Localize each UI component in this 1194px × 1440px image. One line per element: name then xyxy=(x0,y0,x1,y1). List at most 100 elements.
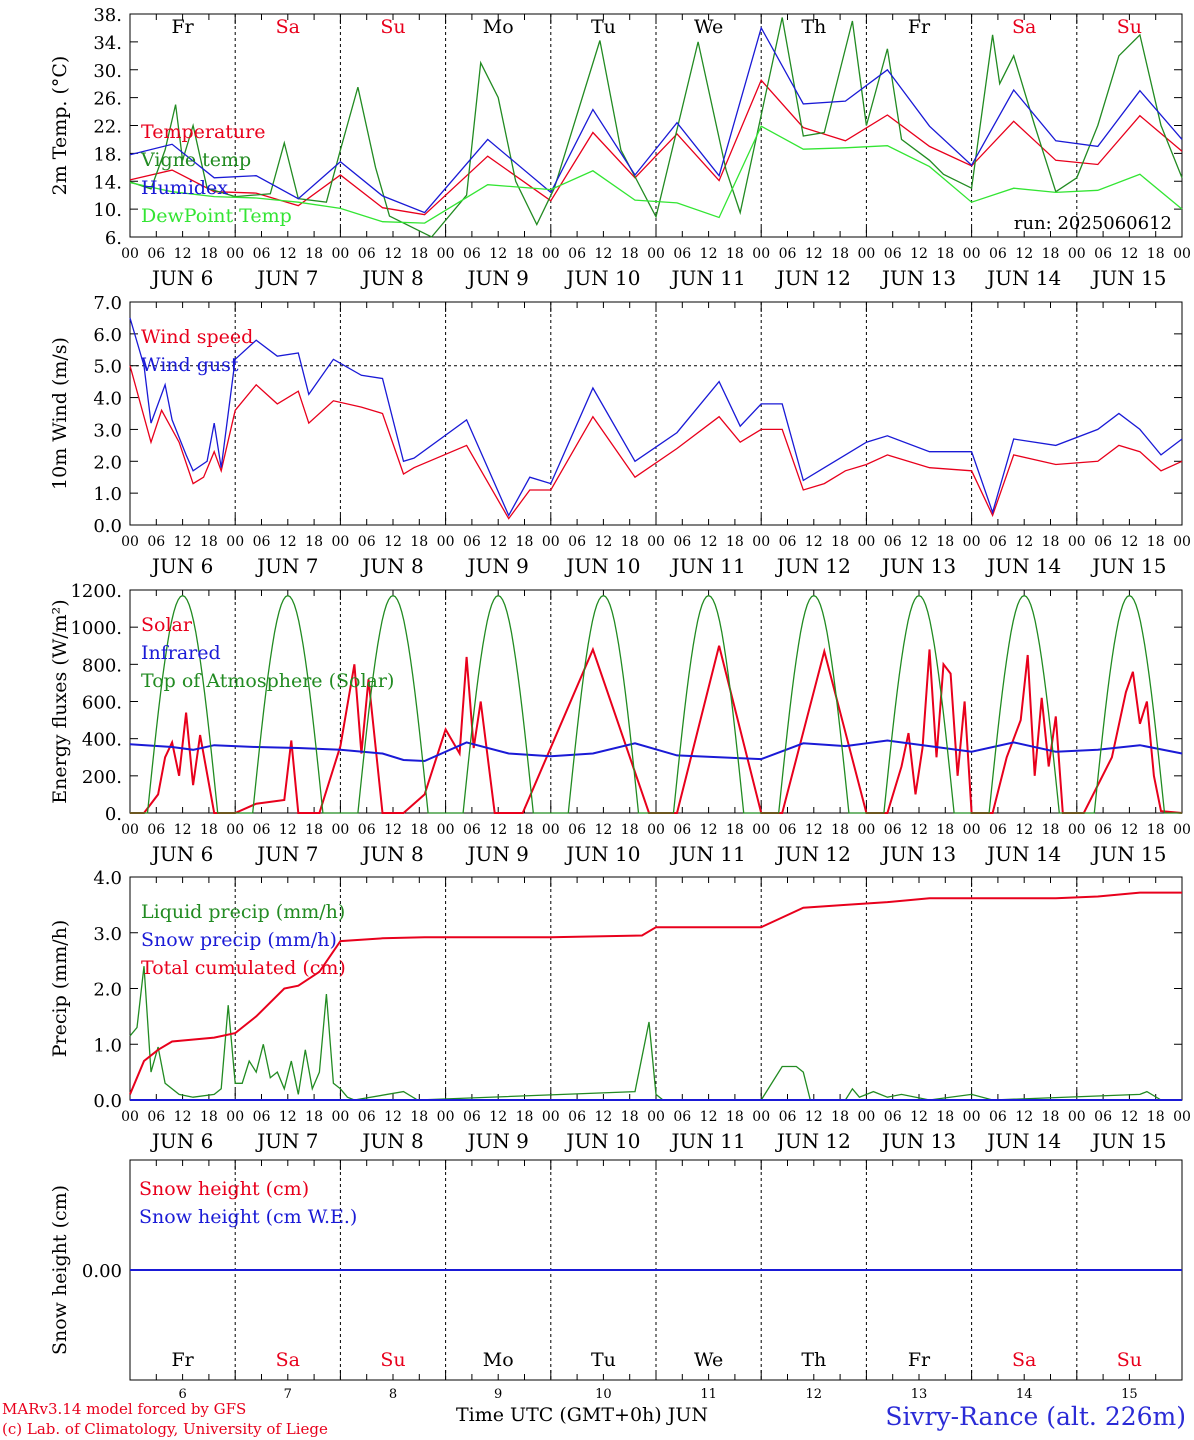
y-tick-label: 18. xyxy=(93,144,122,165)
y-tick-label: 6.0 xyxy=(93,325,122,346)
x-date-label: JUN 10 xyxy=(564,554,640,578)
x-date-label: JUN 14 xyxy=(985,842,1061,866)
x-hour-label: 00 xyxy=(963,246,981,262)
x-hour-label: 12 xyxy=(174,1109,192,1125)
y-tick-label: 3.0 xyxy=(93,924,122,945)
x-hour-label: 18 xyxy=(305,534,323,550)
x-hour-label: 18 xyxy=(516,822,534,838)
x-hour-label: 18 xyxy=(726,246,744,262)
x-date-label: JUN 8 xyxy=(360,266,423,290)
legend-entry: Temperature xyxy=(141,121,265,143)
x-hour-label: 00 xyxy=(121,246,139,262)
x-hour-label: 12 xyxy=(279,534,297,550)
x-hour-label: 00 xyxy=(1173,822,1191,838)
y-axis-label: Snow height (cm) xyxy=(49,1185,71,1355)
y-tick-label: 0. xyxy=(105,804,122,825)
x-date-label: JUN 7 xyxy=(255,1129,318,1153)
x-hour-label: 18 xyxy=(726,534,744,550)
x-hour-label: 00 xyxy=(226,534,244,550)
day-name-label: We xyxy=(694,1349,723,1371)
y-axis-label: 2m Temp. (°C) xyxy=(49,56,71,196)
lab-credit: (c) Lab. of Climatology, University of L… xyxy=(2,1420,328,1438)
x-hour-label: 12 xyxy=(1120,1109,1138,1125)
x-hour-label: 18 xyxy=(410,822,428,838)
x-hour-label: 18 xyxy=(200,534,218,550)
x-hour-label: 00 xyxy=(437,246,455,262)
series-line-liquid-precip-mm-h- xyxy=(129,966,1162,1101)
x-hour-label: 18 xyxy=(1147,822,1165,838)
legend-entry: Snow height (cm W.E.) xyxy=(139,1206,357,1228)
x-hour-label: 00 xyxy=(121,1109,139,1125)
x-day-number: 14 xyxy=(1016,1387,1033,1402)
x-hour-label: 00 xyxy=(857,822,875,838)
y-axis-label: 10m Wind (m/s) xyxy=(49,337,71,490)
x-hour-label: 06 xyxy=(463,1109,481,1125)
panel-3 xyxy=(129,589,1183,814)
x-date-label: JUN 11 xyxy=(670,554,746,578)
x-hour-label: 12 xyxy=(279,822,297,838)
x-hour-label: 06 xyxy=(989,246,1007,262)
series-line-humidex xyxy=(129,26,1183,214)
day-name-label: Th xyxy=(801,1349,826,1371)
x-hour-label: 18 xyxy=(305,1109,323,1125)
x-hour-label: 06 xyxy=(673,1109,691,1125)
series-line-wind-gust xyxy=(129,317,1183,517)
x-hour-label: 12 xyxy=(700,534,718,550)
y-tick-label: 1000. xyxy=(70,618,122,639)
x-hour-label: 06 xyxy=(147,1109,165,1125)
x-hour-label: 06 xyxy=(253,534,271,550)
x-axis-title: Time UTC (GMT+0h) JUN xyxy=(456,1404,708,1426)
x-hour-label: 12 xyxy=(1120,246,1138,262)
x-day-number: 12 xyxy=(806,1387,823,1402)
x-date-label: JUN 14 xyxy=(985,1129,1061,1153)
x-hour-label: 12 xyxy=(805,1109,823,1125)
x-hour-label: 00 xyxy=(542,822,560,838)
x-hour-label: 12 xyxy=(805,822,823,838)
x-hour-label: 00 xyxy=(857,246,875,262)
y-tick-label: 2.0 xyxy=(93,980,122,1001)
x-hour-label: 00 xyxy=(752,1109,770,1125)
x-hour-label: 18 xyxy=(831,1109,849,1125)
y-tick-label: 7.0 xyxy=(93,293,122,314)
y-tick-label: 1.0 xyxy=(93,484,122,505)
series-line-temperature xyxy=(129,78,1183,216)
x-hour-label: 06 xyxy=(1094,534,1112,550)
y-tick-label: 38. xyxy=(93,5,122,26)
x-hour-label: 12 xyxy=(1120,534,1138,550)
x-hour-label: 12 xyxy=(1015,534,1033,550)
x-hour-label: 12 xyxy=(594,822,612,838)
x-hour-label: 12 xyxy=(700,1109,718,1125)
x-hour-label: 06 xyxy=(568,1109,586,1125)
x-date-label: JUN 9 xyxy=(465,1129,528,1153)
x-hour-label: 06 xyxy=(358,822,376,838)
x-hour-label: 00 xyxy=(857,534,875,550)
x-hour-label: 00 xyxy=(542,246,560,262)
x-hour-label: 06 xyxy=(1094,246,1112,262)
x-date-label: JUN 12 xyxy=(775,842,851,866)
series-line-infrared xyxy=(129,739,1183,763)
x-hour-label: 00 xyxy=(331,1109,349,1125)
day-name-label: Su xyxy=(380,1349,405,1371)
legend-entry: Wind gust xyxy=(141,354,239,376)
x-hour-label: 12 xyxy=(594,246,612,262)
x-hour-label: 06 xyxy=(884,1109,902,1125)
legend-entry: Snow height (cm) xyxy=(139,1178,309,1200)
x-hour-label: 00 xyxy=(331,246,349,262)
x-date-label: JUN 13 xyxy=(880,842,956,866)
x-day-number: 10 xyxy=(595,1387,612,1402)
x-hour-label: 18 xyxy=(516,246,534,262)
x-hour-label: 12 xyxy=(805,246,823,262)
day-name-label: Su xyxy=(1117,16,1142,38)
x-hour-label: 00 xyxy=(226,246,244,262)
x-hour-label: 00 xyxy=(963,534,981,550)
x-day-number: 11 xyxy=(700,1387,717,1402)
legend-entry: Humidex xyxy=(141,177,228,199)
x-day-number: 9 xyxy=(494,1387,502,1402)
x-hour-label: 12 xyxy=(805,534,823,550)
y-tick-label: 0.0 xyxy=(93,1091,122,1112)
day-name-label: We xyxy=(694,16,723,38)
y-tick-label: 14. xyxy=(93,172,122,193)
legend-entry: Solar xyxy=(141,614,193,636)
x-hour-label: 12 xyxy=(279,246,297,262)
